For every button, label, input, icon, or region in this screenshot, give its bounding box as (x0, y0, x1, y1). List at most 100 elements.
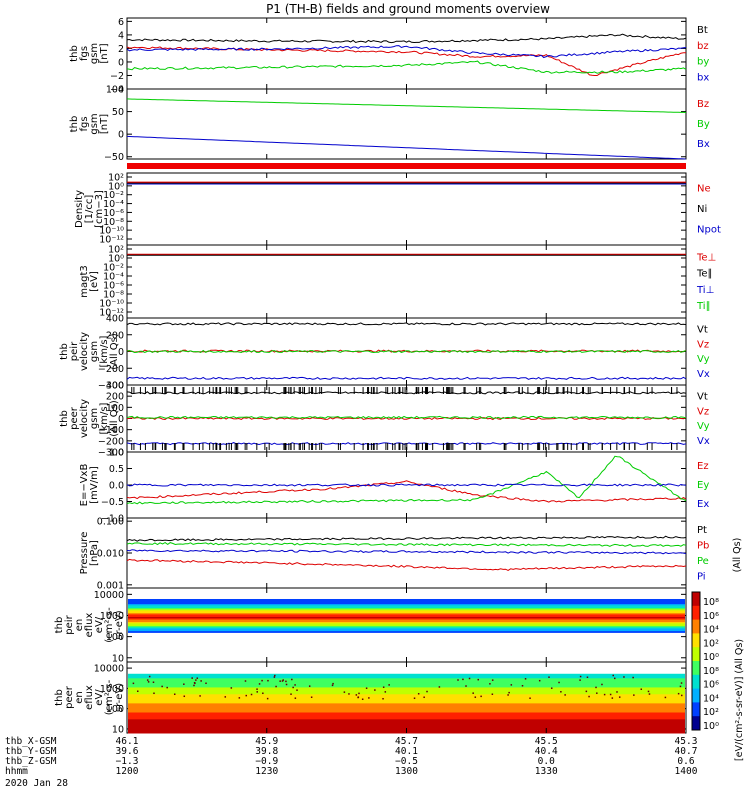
spectrogram-speck (294, 697, 297, 699)
spectrogram-speck (538, 679, 541, 682)
spectrogram-speck (266, 697, 269, 700)
y-tick-label: −200 (98, 436, 124, 447)
spectrogram-band (128, 628, 685, 631)
spectrogram-speck (474, 696, 477, 698)
colorbar-segment (692, 647, 700, 662)
legend-Ti∥: Ti∥ (696, 301, 711, 312)
colorbar-segment (692, 633, 700, 648)
spectrogram-speck (368, 697, 370, 699)
spectrogram-band (128, 606, 685, 609)
legend-bx: bx (697, 72, 709, 83)
legend-Ne: Ne (697, 183, 711, 194)
y-tick-label: 10⁻¹² (99, 308, 124, 319)
spectrogram-band (128, 598, 685, 601)
spectrogram-speck (194, 682, 196, 685)
ephemeris-value: 39.8 (255, 746, 278, 757)
y-axis-label: sr-eV) (114, 610, 125, 639)
pressure-side-label: (All Qs) (732, 538, 743, 573)
legend-Ni: Ni (697, 204, 707, 215)
spectrogram-speck (245, 694, 247, 697)
panel-efield: 1.0 0.5 0.0 −0.5 −1.0 E=−VxB [mV/m] Ez Ey Ex (79, 448, 709, 525)
spectrogram-band (128, 685, 685, 688)
spectrogram-speck (586, 676, 589, 679)
y-axis-label: en (74, 691, 85, 704)
ephemeris-value: 1400 (675, 766, 698, 777)
colorbar-segment (692, 661, 700, 676)
spectrogram-band (128, 600, 685, 603)
y-tick-label: 400 (106, 314, 124, 325)
legend-Ey: Ey (697, 480, 709, 491)
colorbar-tick-label: 10² (703, 638, 719, 649)
spectrogram-speck (510, 684, 513, 686)
ephemeris-row-label: thb_X-GSM (5, 736, 57, 747)
spectrogram-speck (679, 685, 682, 688)
y-tick-label: 0 (118, 130, 124, 141)
spectrogram-speck (564, 694, 566, 696)
ephemeris-value: −0.9 (255, 756, 278, 767)
spectrogram-band (128, 607, 685, 610)
legend-Vx: Vx (697, 369, 710, 380)
series-Bt (126, 33, 687, 44)
spectrogram-band (128, 710, 685, 713)
y-axis-label: [nT] (99, 43, 110, 63)
series-Vy (126, 415, 687, 419)
ephemeris-value: 45.7 (395, 736, 418, 747)
spectrogram-speck (244, 680, 247, 682)
spectrogram-speck (472, 692, 474, 694)
ephemeris-value: 40.1 (395, 746, 418, 757)
spectrogram-speck (560, 691, 562, 693)
spectrogram-speck (199, 695, 201, 697)
spectrogram-speck (361, 698, 364, 701)
spectrogram-speck (132, 682, 135, 685)
y-axis-label: [1/cc] (84, 195, 95, 224)
spectrogram-speck (423, 696, 425, 699)
y-axis-label: gsm (89, 341, 100, 362)
spectrogram-speck (365, 687, 368, 689)
spectrogram-speck (585, 690, 588, 693)
series-Bx (126, 135, 687, 160)
spectrogram-band (128, 691, 685, 695)
legend-Pt: Pt (697, 525, 707, 536)
spectrogram-speck (292, 686, 294, 689)
y-tick-label: 0 (118, 414, 124, 425)
colorbar-tick-label: 10⁰ (703, 721, 719, 732)
ephemeris-value: 40.7 (675, 746, 698, 757)
plot-title: P1 (TH-B) fields and ground moments over… (266, 2, 550, 16)
spectrogram-speck (623, 676, 625, 678)
ephemeris-value: 39.6 (116, 746, 139, 757)
spectrogram-speck (413, 697, 416, 699)
legend-Te⊥: Te⊥ (696, 252, 716, 263)
spectrogram-band (128, 620, 685, 623)
spectrogram-speck (273, 676, 276, 678)
spectrogram-speck (296, 689, 298, 691)
y-tick-label: 10000 (94, 664, 124, 675)
legend-by: by (697, 57, 709, 68)
series-Ex (126, 483, 687, 487)
spectrogram-band (128, 625, 685, 628)
colorbar-tick-label: 10⁴ (703, 625, 719, 636)
panel-pressure: 0.100 0.010 0.001 Pressure [nPa] Pt Pb Pe Pi (79, 517, 709, 592)
spectrogram-speck (462, 678, 464, 681)
spectrogram-speck (224, 696, 227, 698)
y-tick-label: 0 (118, 347, 124, 358)
spectrogram-speck (601, 683, 603, 686)
spectrogram-speck (173, 693, 176, 695)
y-tick-label: −1.0 (101, 514, 124, 525)
ephemeris-value: 40.4 (535, 746, 558, 757)
legend-Vt: Vt (697, 391, 708, 402)
legend-Pe: Pe (697, 556, 709, 567)
spectrogram-speck (137, 690, 139, 693)
spectrogram-speck (191, 677, 193, 679)
y-axis-label: en (74, 619, 85, 632)
legend-Bx: Bx (697, 139, 710, 150)
spectrogram-speck (294, 684, 296, 686)
y-tick-label: 10 (112, 724, 124, 735)
colorbar-tick-label: 10⁶ (703, 611, 719, 622)
spectrogram-speck (596, 692, 598, 694)
spectrogram-speck (579, 679, 581, 681)
spectrogram-speck (183, 695, 186, 698)
colorbar-tick-label: 10⁸ (703, 666, 719, 677)
y-axis-label: thb (54, 617, 65, 634)
